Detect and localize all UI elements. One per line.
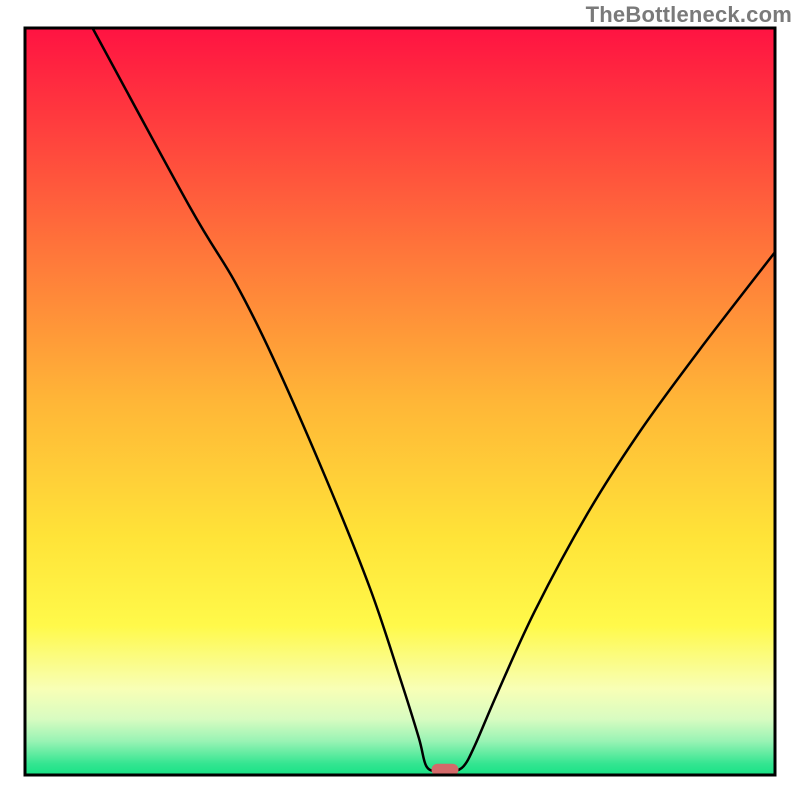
chart-container: TheBottleneck.com (0, 0, 800, 800)
bottleneck-chart (0, 0, 800, 800)
watermark-text: TheBottleneck.com (586, 2, 792, 28)
